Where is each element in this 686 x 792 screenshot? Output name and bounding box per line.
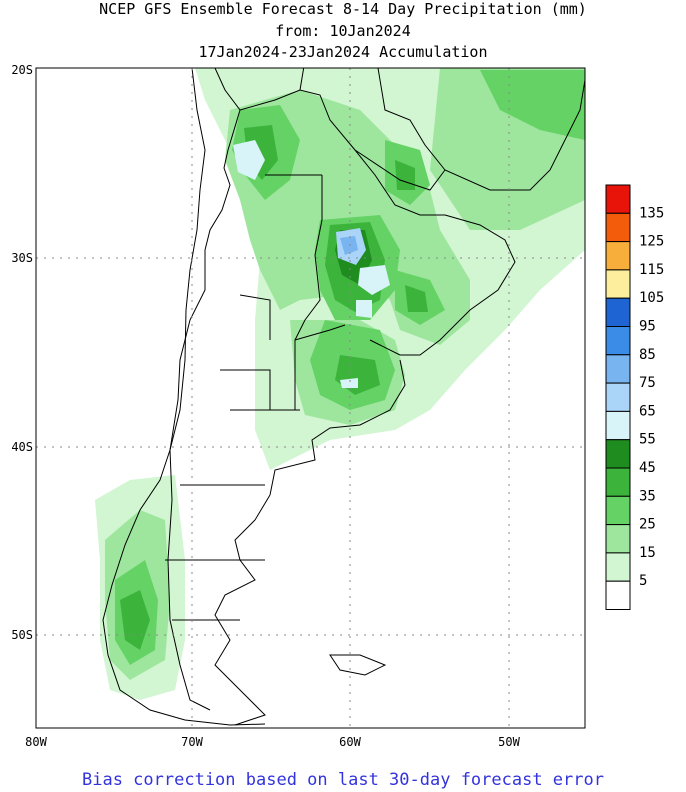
legend-swatch [605,467,631,497]
legend-swatch [605,439,631,469]
legend-label: 135 [639,205,664,221]
legend-label: 25 [639,517,656,533]
legend-swatch [605,410,631,441]
legend-swatch [605,212,631,243]
legend-swatch [605,354,631,384]
legend-swatch [605,184,631,214]
legend-swatch [605,552,631,582]
longitude-labels: 80W 70W 60W 50W [25,735,520,749]
legend-swatch [605,297,631,328]
lon-label-60w: 60W [339,735,361,749]
lat-label-20s: 20S [11,63,33,77]
legend-swatch [605,524,631,554]
legend-label: 45 [639,460,656,476]
legend-label: 5 [639,573,647,589]
legend-label: 15 [639,545,656,561]
bias-correction-note: Bias correction based on last 30-day for… [82,770,604,790]
map-frame [35,67,586,729]
legend-label: 125 [639,234,664,250]
legend-label: 85 [639,347,656,363]
coastlines-and-borders [102,68,585,726]
legend-label: 115 [639,262,664,278]
accumulation-period: 17Jan2024-23Jan2024 Accumulation [198,43,488,61]
legend-label: 75 [639,375,656,391]
legend-swatch [605,382,631,412]
map-title: NCEP GFS Ensemble Forecast 8-14 Day Prec… [99,0,587,18]
legend-label: 55 [639,432,656,448]
legend-label: 95 [639,319,656,335]
legend-label: 105 [639,290,664,306]
precip-shading [95,68,585,700]
legend-swatch [605,241,631,271]
legend-swatch [605,495,631,526]
forecast-init-date: from: 10Jan2024 [275,22,411,40]
lat-label-40s: 40S [11,440,33,454]
legend-swatch [605,326,631,356]
legend-label: 65 [639,403,656,419]
latitude-labels: 20S 30S 40S 50S [11,63,33,642]
lat-lon-grid [36,68,585,728]
map-plot-area [36,68,585,728]
lat-label-50s: 50S [11,628,33,642]
legend-swatch [605,269,631,299]
precip-color-legend: 135 125 115 105 95 85 75 65 55 45 35 25 15 5 [605,184,664,611]
lat-label-30s: 30S [11,251,33,265]
lon-label-70w: 70W [181,735,203,749]
legend-label: 35 [639,488,656,504]
legend-swatch [605,580,631,611]
lon-label-50w: 50W [498,735,520,749]
lon-label-80w: 80W [25,735,47,749]
